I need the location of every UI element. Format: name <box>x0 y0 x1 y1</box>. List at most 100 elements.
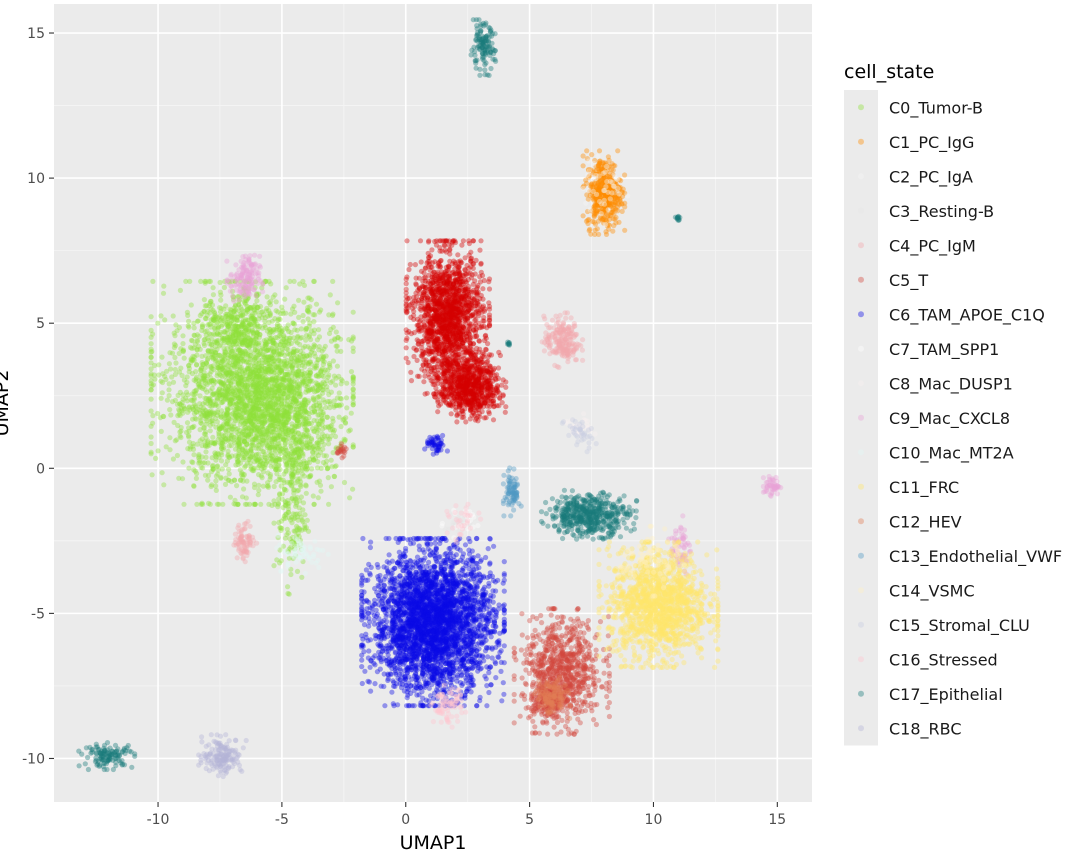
point <box>252 343 258 349</box>
point <box>277 491 283 497</box>
point <box>168 412 174 418</box>
point <box>276 333 282 339</box>
point <box>305 381 311 387</box>
point <box>511 720 517 726</box>
point <box>551 635 557 641</box>
point <box>220 446 226 452</box>
point <box>240 313 246 319</box>
point <box>266 411 272 418</box>
point <box>294 379 300 385</box>
point <box>215 463 221 469</box>
point <box>226 383 232 389</box>
point <box>293 381 299 387</box>
point <box>228 353 234 359</box>
point <box>277 342 283 348</box>
point <box>241 322 247 328</box>
point <box>224 411 230 417</box>
point <box>325 475 331 481</box>
point <box>279 412 286 418</box>
point <box>559 614 565 620</box>
point <box>511 691 517 698</box>
point <box>279 370 285 376</box>
point <box>554 731 560 737</box>
point <box>191 397 197 403</box>
point <box>311 397 317 403</box>
point <box>227 314 233 320</box>
point <box>167 407 173 413</box>
point <box>252 389 259 395</box>
point <box>202 460 208 466</box>
point <box>242 464 248 470</box>
point <box>282 447 288 453</box>
point <box>219 316 225 322</box>
point <box>605 704 611 711</box>
point <box>268 353 274 359</box>
point <box>196 452 202 458</box>
point <box>324 378 330 384</box>
point <box>298 414 304 420</box>
point <box>534 671 540 677</box>
point <box>326 501 332 507</box>
point <box>287 479 293 485</box>
point <box>263 460 269 466</box>
point <box>280 436 286 442</box>
point <box>215 409 221 416</box>
point <box>616 219 622 225</box>
point <box>189 357 195 363</box>
point <box>279 350 285 356</box>
point <box>315 495 321 501</box>
point <box>166 381 172 387</box>
point <box>210 363 216 369</box>
point <box>259 429 265 435</box>
point <box>315 357 321 363</box>
point <box>527 618 533 624</box>
point <box>568 315 574 321</box>
point <box>554 364 561 370</box>
point <box>220 381 226 387</box>
point <box>247 366 253 372</box>
point <box>186 465 192 471</box>
point <box>250 382 256 388</box>
point <box>552 334 558 340</box>
point <box>511 673 517 679</box>
grid-minor-lines <box>54 4 812 802</box>
point <box>148 396 154 402</box>
point <box>533 652 539 659</box>
point <box>205 477 211 483</box>
point <box>331 373 337 379</box>
point <box>267 313 273 319</box>
point <box>271 520 277 526</box>
point <box>302 408 308 414</box>
point <box>529 730 536 736</box>
point <box>247 416 254 422</box>
point <box>166 393 172 399</box>
point <box>256 334 262 340</box>
point <box>260 384 266 390</box>
point <box>604 680 610 686</box>
point <box>314 429 320 436</box>
point <box>295 476 301 482</box>
point <box>297 448 304 454</box>
point <box>275 407 281 413</box>
point <box>328 484 334 490</box>
point <box>239 533 245 539</box>
point <box>330 415 336 421</box>
point <box>222 328 228 335</box>
point <box>301 299 307 305</box>
point <box>231 439 237 445</box>
point <box>576 670 582 677</box>
point <box>302 512 308 518</box>
point <box>153 455 159 461</box>
point <box>333 329 339 335</box>
point <box>311 365 318 371</box>
point <box>338 402 344 408</box>
point <box>292 396 298 402</box>
point <box>298 483 304 489</box>
point <box>250 398 256 404</box>
point <box>258 501 264 507</box>
point <box>330 378 336 384</box>
point <box>598 211 604 217</box>
point <box>265 390 271 396</box>
point <box>238 477 244 483</box>
point <box>247 373 253 379</box>
